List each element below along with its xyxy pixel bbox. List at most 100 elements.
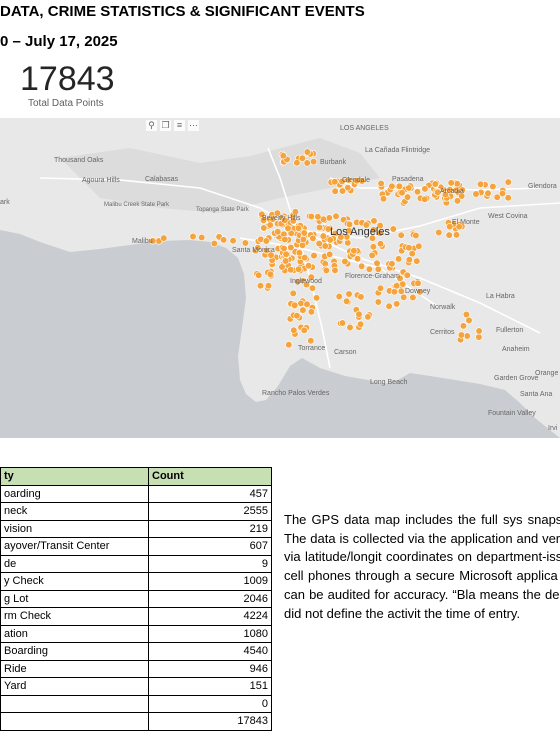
gps-point[interactable] <box>285 341 293 349</box>
gps-point[interactable] <box>344 239 352 247</box>
gps-point[interactable] <box>299 235 308 244</box>
gps-point[interactable] <box>309 234 317 242</box>
gps-point[interactable] <box>405 184 413 192</box>
gps-point[interactable] <box>326 236 334 244</box>
gps-point[interactable] <box>301 254 309 262</box>
gps-point[interactable] <box>310 157 318 166</box>
gps-point[interactable] <box>341 257 349 266</box>
gps-point[interactable] <box>457 331 466 339</box>
gps-point[interactable] <box>458 192 466 200</box>
gps-point[interactable] <box>343 297 351 305</box>
gps-point[interactable] <box>441 190 450 199</box>
gps-point[interactable] <box>293 159 301 167</box>
gps-point[interactable] <box>364 313 372 321</box>
gps-point[interactable] <box>446 222 454 231</box>
gps-point[interactable] <box>373 259 381 267</box>
gps-point[interactable] <box>475 333 483 341</box>
more-icon[interactable]: ⋯ <box>188 120 199 131</box>
gps-point[interactable] <box>408 250 416 258</box>
gps-point[interactable] <box>472 190 480 198</box>
gps-point[interactable] <box>365 265 374 273</box>
gps-point[interactable] <box>290 326 298 334</box>
gps-point[interactable] <box>220 236 228 244</box>
gps-point[interactable] <box>300 229 308 237</box>
gps-point[interactable] <box>504 194 512 202</box>
gps-point[interactable] <box>278 263 286 271</box>
gps-point[interactable] <box>388 260 396 268</box>
gps-point[interactable] <box>307 308 316 316</box>
gps-point[interactable] <box>281 235 289 244</box>
gps-point[interactable] <box>287 243 295 252</box>
gps-point[interactable] <box>389 225 397 233</box>
gps-point[interactable] <box>287 229 295 237</box>
gps-point[interactable] <box>263 246 271 254</box>
gps-point[interactable] <box>446 186 454 194</box>
gps-point[interactable] <box>269 215 277 223</box>
gps-point[interactable] <box>264 282 273 290</box>
gps-point[interactable] <box>368 251 376 259</box>
gps-point[interactable] <box>414 279 422 287</box>
gps-point[interactable] <box>256 282 265 290</box>
gps-point[interactable] <box>374 298 382 306</box>
gps-point[interactable] <box>297 299 305 307</box>
gps-point[interactable] <box>303 300 311 308</box>
gps-point[interactable] <box>308 284 317 292</box>
gps-point[interactable] <box>289 289 297 297</box>
gps-point[interactable] <box>489 182 497 191</box>
gps-point[interactable] <box>345 290 353 298</box>
gps-point[interactable] <box>273 209 282 217</box>
gps-point[interactable] <box>229 237 237 245</box>
gps-point[interactable] <box>346 323 354 332</box>
gps-point[interactable] <box>413 188 422 196</box>
gps-point[interactable] <box>504 178 512 186</box>
gps-point[interactable] <box>412 231 420 240</box>
gps-point[interactable] <box>397 287 405 295</box>
gps-point[interactable] <box>376 240 385 248</box>
gps-point[interactable] <box>385 302 393 310</box>
gps-point[interactable] <box>284 224 292 232</box>
gps-point[interactable] <box>299 306 307 314</box>
gps-point[interactable] <box>357 293 365 301</box>
gps-point[interactable] <box>338 177 346 186</box>
gps-data-map[interactable]: Thousand Oaks Agoura Hills Calabasas Malibu… <box>0 118 560 438</box>
gps-point[interactable] <box>370 217 378 225</box>
gps-point[interactable] <box>388 182 396 190</box>
map-canvas[interactable]: Thousand Oaks Agoura Hills Calabasas Malibu… <box>0 118 560 438</box>
gps-point[interactable] <box>413 257 421 265</box>
gps-point[interactable] <box>149 237 157 245</box>
gps-point[interactable] <box>416 288 424 296</box>
gps-point[interactable] <box>376 229 384 237</box>
gps-point[interactable] <box>254 244 262 252</box>
gps-point[interactable] <box>353 177 361 185</box>
gps-point[interactable] <box>210 239 218 248</box>
gps-point[interactable] <box>198 233 206 242</box>
gps-point[interactable] <box>452 231 461 239</box>
gps-point[interactable] <box>325 214 333 222</box>
gps-point[interactable] <box>300 326 308 334</box>
gps-point[interactable] <box>331 178 339 186</box>
gps-point[interactable] <box>293 312 301 320</box>
gps-point[interactable] <box>313 294 321 302</box>
gps-point[interactable] <box>298 154 307 162</box>
gps-point[interactable] <box>477 180 485 188</box>
gps-point[interactable] <box>281 216 289 224</box>
gps-point[interactable] <box>358 262 366 270</box>
gps-point[interactable] <box>431 180 439 188</box>
gps-point[interactable] <box>258 210 266 218</box>
gps-point[interactable] <box>315 223 324 232</box>
gps-point[interactable] <box>294 278 302 286</box>
gps-point[interactable] <box>368 234 377 242</box>
gps-point[interactable] <box>241 239 249 247</box>
gps-point[interactable] <box>331 187 339 195</box>
gps-point[interactable] <box>303 148 312 156</box>
gps-point[interactable] <box>338 319 347 327</box>
gps-point[interactable] <box>344 184 352 192</box>
gps-point[interactable] <box>337 233 345 241</box>
gps-point[interactable] <box>455 223 463 231</box>
gps-point[interactable] <box>405 244 413 252</box>
gps-point[interactable] <box>305 262 313 270</box>
gps-point[interactable] <box>395 182 404 190</box>
gps-point[interactable] <box>484 189 492 197</box>
gps-point[interactable] <box>421 195 429 203</box>
gps-point[interactable] <box>400 293 408 301</box>
